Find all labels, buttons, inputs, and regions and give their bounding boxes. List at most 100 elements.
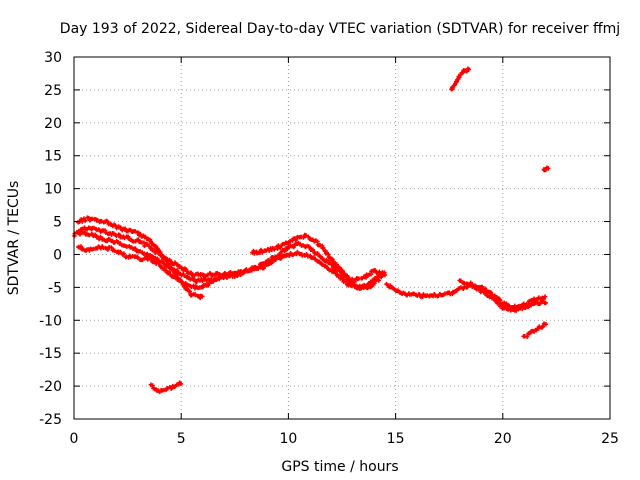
data-point	[336, 273, 341, 279]
data-point	[340, 268, 345, 274]
data-point	[118, 225, 123, 230]
data-point	[540, 324, 546, 329]
data-point	[543, 322, 549, 327]
data-point	[133, 246, 138, 251]
data-point	[109, 245, 114, 250]
data-point	[82, 218, 88, 223]
y-tick-label: 20	[44, 116, 62, 132]
data-point	[278, 255, 284, 261]
data-point	[138, 231, 143, 237]
series-track-4	[76, 244, 216, 291]
data-point	[178, 381, 184, 387]
tick-labels: 0 5 10 15 20 25 -25 -20 -15 -10 -5 0 5 10 15 20 25 30	[39, 50, 619, 447]
data-point	[275, 246, 280, 251]
series-track-9	[541, 165, 551, 173]
x-tick-label: 25	[601, 431, 619, 447]
data-point	[417, 292, 422, 297]
data-point	[523, 305, 528, 311]
data-point	[343, 279, 349, 284]
data-point	[325, 252, 331, 257]
data-point	[519, 306, 525, 312]
data-point	[183, 280, 188, 286]
y-tick-label: -25	[39, 412, 62, 428]
x-tick-label: 5	[177, 431, 186, 447]
data-points	[72, 66, 551, 395]
data-point	[267, 248, 272, 253]
data-point	[373, 268, 378, 273]
x-axis-label: GPS time / hours	[281, 459, 398, 475]
data-point	[113, 223, 118, 228]
data-point	[261, 265, 266, 271]
data-point	[382, 270, 387, 275]
data-point	[166, 269, 172, 275]
data-point	[277, 251, 283, 257]
series-track-5	[250, 232, 387, 291]
data-point	[105, 247, 111, 252]
data-point	[346, 277, 352, 282]
data-point	[324, 257, 329, 263]
data-point	[122, 226, 128, 231]
data-point	[339, 274, 344, 279]
data-point	[524, 334, 530, 339]
data-point	[375, 275, 380, 281]
series-track-10	[521, 321, 549, 339]
series-track-3	[75, 215, 205, 301]
y-tick-label: 0	[53, 247, 62, 263]
data-point	[542, 294, 548, 299]
x-tick-label: 0	[70, 431, 79, 447]
y-tick-label: 15	[44, 149, 62, 165]
data-point	[206, 283, 211, 288]
series-track-8	[449, 66, 472, 92]
data-point	[334, 262, 339, 267]
data-point	[310, 247, 316, 253]
x-tick-label: 15	[387, 431, 405, 447]
data-point	[479, 284, 485, 289]
y-tick-label: 30	[44, 50, 62, 66]
data-point	[458, 278, 463, 284]
data-point	[200, 294, 205, 299]
data-point	[321, 245, 326, 251]
data-point	[193, 292, 198, 298]
data-point	[466, 67, 472, 72]
data-point	[210, 279, 216, 284]
data-point	[293, 237, 299, 243]
grid	[74, 57, 610, 419]
data-point	[543, 300, 548, 306]
series-track-7	[457, 278, 548, 313]
y-tick-label: 25	[44, 83, 62, 99]
data-point	[546, 166, 551, 171]
data-point	[259, 250, 265, 255]
data-point	[150, 240, 155, 246]
data-point	[156, 260, 161, 265]
data-point	[179, 265, 184, 271]
x-tick-label: 10	[279, 431, 297, 447]
data-point	[282, 249, 287, 254]
data-point	[225, 275, 230, 280]
data-point	[112, 248, 117, 253]
y-tick-label: -20	[39, 379, 62, 395]
y-tick-label: -5	[48, 280, 62, 296]
data-point	[333, 270, 338, 275]
plot-frame	[73, 56, 611, 420]
ticks	[73, 56, 611, 420]
x-tick-label: 20	[494, 431, 512, 447]
data-point	[92, 232, 98, 237]
y-tick-label: 10	[44, 182, 62, 198]
y-tick-label: -15	[39, 346, 62, 362]
data-point	[457, 75, 462, 80]
data-point	[79, 219, 85, 224]
series-track-11	[148, 380, 184, 395]
data-point	[194, 279, 199, 285]
chart-title: Day 193 of 2022, Sidereal Day-to-day VTE…	[60, 21, 620, 37]
y-tick-label: -10	[39, 313, 62, 329]
data-point	[478, 289, 484, 295]
data-point	[488, 293, 493, 299]
data-point	[481, 289, 486, 294]
data-point	[145, 251, 150, 257]
y-tick-label: 5	[53, 215, 62, 231]
data-point	[541, 296, 547, 302]
data-point	[121, 251, 127, 256]
data-point	[105, 219, 110, 224]
y-axis-label: SDTVAR / TECUs	[6, 181, 22, 296]
